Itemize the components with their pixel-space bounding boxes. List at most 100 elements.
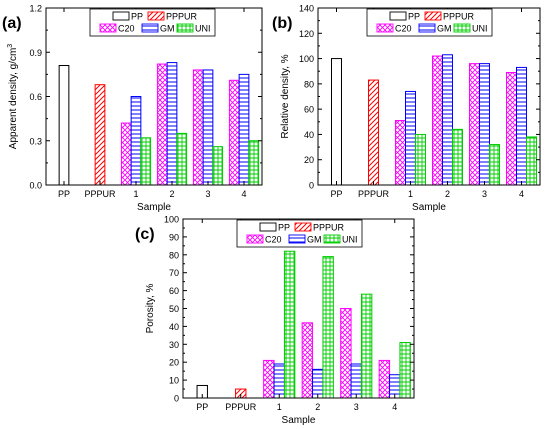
x-tick-label: 4 xyxy=(241,189,246,199)
bar-pp-pp xyxy=(331,58,342,186)
legend-label-pp: PP xyxy=(408,12,420,22)
bar-gm-2 xyxy=(166,62,178,186)
chart-panel-1: 0.0 0.3 0.6 0.9 1.2 PP PPPUR 1 2 3 4 Sample Apparent… xyxy=(2,4,263,213)
bar-gm-3 xyxy=(202,69,214,186)
legend-swatch-pp xyxy=(389,11,407,21)
x-tick-label: 3 xyxy=(482,189,487,199)
y-tick-label: 20 xyxy=(169,358,179,368)
x-tick-label: 4 xyxy=(392,402,397,412)
x-axis-title: Sample xyxy=(137,202,171,213)
chart-panel-2: 0 20 40 60 80 100 120 140 PP PPPUR 1 2 3 4 Sample Relat… xyxy=(272,4,541,213)
x-tick-label: 1 xyxy=(277,402,282,412)
y-axis-title: Porosity, % xyxy=(145,283,156,333)
bar-uni-1 xyxy=(415,133,426,186)
legend-label-pppur: PPPUR xyxy=(443,12,475,22)
x-tick-label: PP xyxy=(196,402,208,412)
y-tick-label: 0.0 xyxy=(29,181,42,191)
bar-uni-4 xyxy=(248,140,260,186)
bar-c20-3 xyxy=(469,63,481,186)
bar-gm-1 xyxy=(273,363,285,399)
bar-pppur-pppur xyxy=(368,79,379,186)
y-tick-label: 0 xyxy=(174,394,179,404)
y-axis-title: Relative density, % xyxy=(280,54,291,138)
x-tick-label: 2 xyxy=(445,189,450,199)
bar-c20-3 xyxy=(192,69,204,186)
bar-c20-1 xyxy=(263,359,275,399)
legend-swatch-pp xyxy=(259,222,277,232)
y-tick-label: 40 xyxy=(169,322,179,332)
legend-label-c20: C20 xyxy=(118,24,135,34)
x-axis-title: Sample xyxy=(412,202,446,213)
bar-c20-1 xyxy=(120,122,132,186)
bar-uni-1 xyxy=(283,250,296,399)
y-tick-label: 140 xyxy=(299,4,314,14)
bar-gm-2 xyxy=(312,368,324,399)
legend-label-pp: PP xyxy=(278,223,290,233)
legend: PP PPPUR C20 GM UNI xyxy=(89,8,216,37)
bar-uni-4 xyxy=(399,342,411,399)
y-tick-label: 1.2 xyxy=(29,4,42,14)
x-tick-label: PP xyxy=(58,189,70,199)
x-axis-title: Sample xyxy=(282,415,316,426)
legend-swatch-pp xyxy=(112,11,130,21)
x-tick-label: 2 xyxy=(315,402,320,412)
bar-uni-2 xyxy=(452,128,463,186)
legend-label-c20: C20 xyxy=(395,24,412,34)
bar-c20-4 xyxy=(378,359,391,399)
legend-label-pppur: PPPUR xyxy=(166,12,198,22)
legend-label-gm: GM xyxy=(437,24,452,34)
y-tick-label: 10 xyxy=(169,376,179,386)
bar-c20-2 xyxy=(301,322,314,399)
bar-uni-2 xyxy=(322,256,334,399)
bar-uni-4 xyxy=(526,136,537,186)
legend-label-gm: GM xyxy=(307,235,322,245)
bar-c20-2 xyxy=(432,55,444,186)
y-tick-label: 30 xyxy=(169,340,179,350)
bar-gm-1 xyxy=(130,96,142,186)
x-tick-label: 1 xyxy=(133,189,138,199)
y-tick-label: 120 xyxy=(299,29,314,39)
y-tick-label: 0.6 xyxy=(29,92,42,102)
x-tick-label: 1 xyxy=(408,189,413,199)
x-tick-label: 3 xyxy=(205,189,210,199)
legend-swatch-gm xyxy=(288,234,306,244)
legend-swatch-pppur xyxy=(424,11,442,21)
legend: PP PPPUR C20 GM UNI xyxy=(236,219,363,248)
y-tick-label: 60 xyxy=(169,286,179,296)
y-tick-label: 40 xyxy=(304,130,314,140)
bar-uni-2 xyxy=(176,132,188,186)
y-axis-title-text: Relative density, % xyxy=(280,54,291,138)
legend-label-uni: UNI xyxy=(195,24,211,34)
y-tick-label: 100 xyxy=(164,215,179,225)
y-axis-title-superscript: 3 xyxy=(7,44,14,48)
bar-uni-3 xyxy=(489,144,500,186)
legend-swatch-pppur xyxy=(294,222,312,232)
bar-c20-1 xyxy=(395,120,407,186)
y-axis-title: Apparent density, g/cm3 xyxy=(7,44,19,150)
panel-label: (b) xyxy=(272,15,292,32)
bar-gm-3 xyxy=(350,363,362,399)
x-tick-label: PPPUR xyxy=(84,189,116,199)
bar-c20-2 xyxy=(156,63,168,186)
x-tick-label: PPPUR xyxy=(358,189,390,199)
bar-c20-3 xyxy=(340,308,352,399)
y-axis-title-text: Apparent density, g/cm xyxy=(8,48,19,150)
y-tick-label: 60 xyxy=(304,105,314,115)
panel-label: (c) xyxy=(135,226,155,243)
legend-swatch-uni xyxy=(176,23,194,33)
legend-swatch-gm xyxy=(141,23,159,33)
bar-uni-1 xyxy=(140,137,152,186)
bar-gm-1 xyxy=(405,90,416,186)
y-tick-label: 80 xyxy=(304,79,314,89)
legend-label-uni: UNI xyxy=(472,24,488,34)
bar-pp-pp xyxy=(58,65,70,186)
y-tick-label: 0.3 xyxy=(29,136,42,146)
legend-label-pp: PP xyxy=(131,12,143,22)
y-tick-label: 80 xyxy=(169,250,179,260)
legend-label-gm: GM xyxy=(160,24,175,34)
legend-label-pppur: PPPUR xyxy=(313,223,345,233)
panel-label: (a) xyxy=(2,15,22,32)
y-axis-title-text: Porosity, % xyxy=(145,283,156,333)
legend: PP PPPUR C20 GM UNI xyxy=(366,8,493,37)
